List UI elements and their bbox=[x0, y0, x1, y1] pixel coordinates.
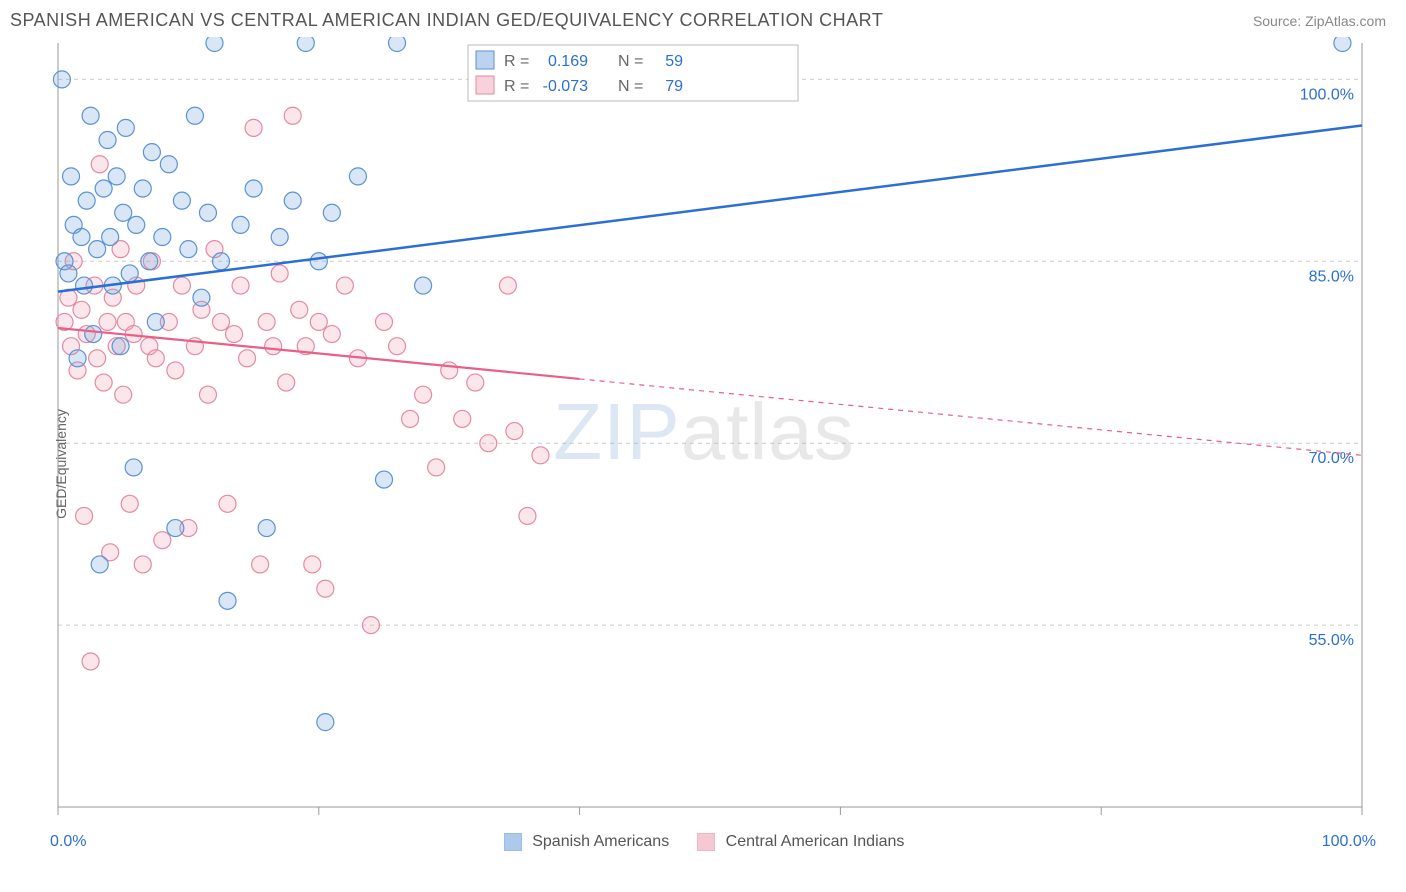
svg-text:-0.073: -0.073 bbox=[543, 78, 588, 95]
svg-text:55.0%: 55.0% bbox=[1309, 632, 1354, 649]
chart-title: SPANISH AMERICAN VS CENTRAL AMERICAN IND… bbox=[10, 10, 883, 31]
legend-label-series-b: Central American Indians bbox=[726, 833, 905, 850]
svg-text:59: 59 bbox=[665, 53, 683, 70]
x-tick-left: 0.0% bbox=[50, 833, 86, 851]
y-axis-label: GED/Equivalency bbox=[53, 409, 69, 519]
source-link[interactable]: Source: ZipAtlas.com bbox=[1253, 13, 1386, 29]
x-tick-right: 100.0% bbox=[1322, 833, 1376, 851]
svg-text:79: 79 bbox=[665, 78, 683, 95]
chart-header: SPANISH AMERICAN VS CENTRAL AMERICAN IND… bbox=[0, 0, 1406, 37]
svg-text:0.169: 0.169 bbox=[548, 53, 588, 70]
legend-label-series-a: Spanish Americans bbox=[532, 833, 669, 850]
legend-item-series-b: Central American Indians bbox=[697, 833, 904, 851]
svg-text:N =: N = bbox=[618, 78, 643, 95]
legend-swatch-series-a bbox=[504, 833, 522, 851]
bottom-legend: 0.0% Spanish Americans Central American … bbox=[0, 827, 1406, 851]
legend-item-series-a: Spanish Americans bbox=[504, 833, 669, 851]
svg-text:85.0%: 85.0% bbox=[1309, 268, 1354, 285]
legend-center: Spanish Americans Central American India… bbox=[504, 833, 905, 851]
scatter-plot: 100.0% 85.0% 70.0% 55.0% R = 0.169 N = 59 R = -0.… bbox=[12, 37, 1382, 827]
chart-area: GED/Equivalency 100.0% 85.0% 70.0% 55.0% R =… bbox=[12, 37, 1396, 827]
svg-text:N =: N = bbox=[618, 53, 643, 70]
svg-text:R =: R = bbox=[504, 78, 529, 95]
svg-text:R =: R = bbox=[504, 53, 529, 70]
legend-swatch-series-b bbox=[697, 833, 715, 851]
svg-text:70.0%: 70.0% bbox=[1309, 450, 1354, 467]
svg-text:100.0%: 100.0% bbox=[1300, 86, 1354, 103]
